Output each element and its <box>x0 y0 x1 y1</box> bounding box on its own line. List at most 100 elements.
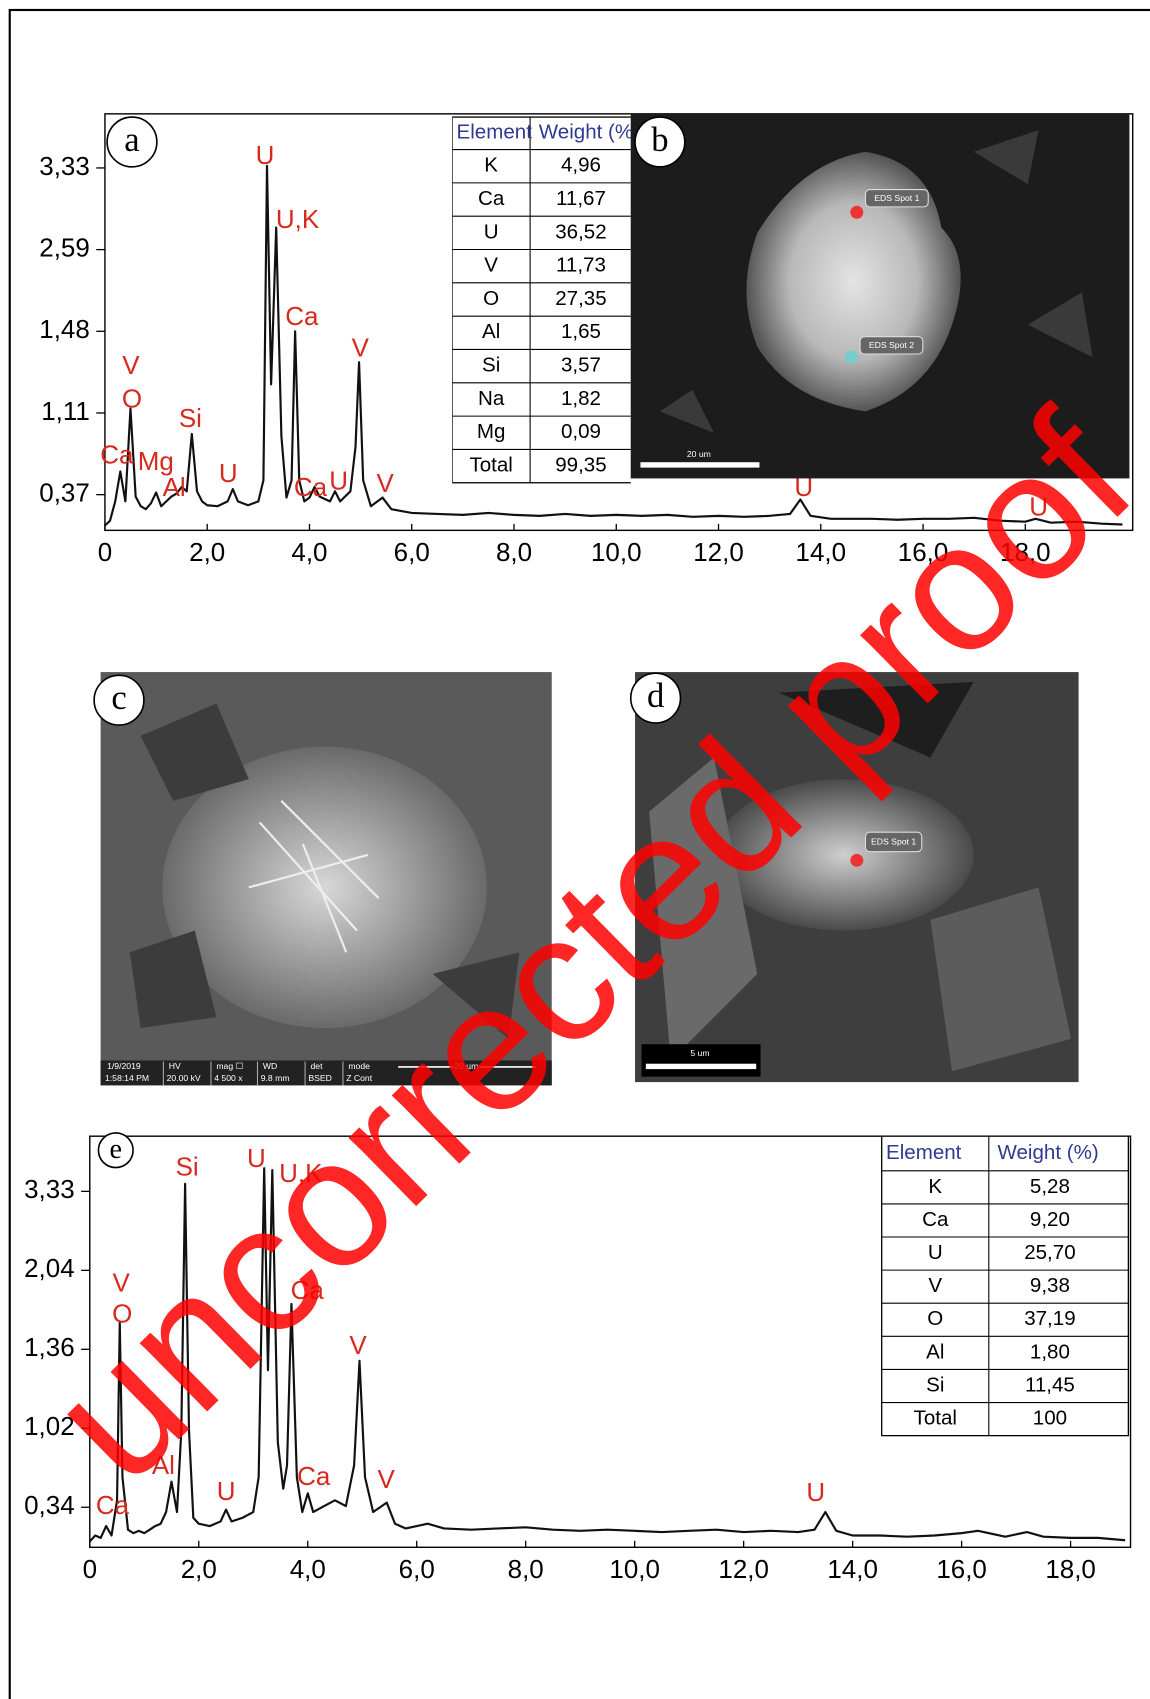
info-value: 9.8 mm <box>261 1073 290 1083</box>
panel-label: e <box>110 1134 122 1165</box>
info-value: 20.00 kV <box>167 1073 201 1083</box>
y-tick-label: 0,34 <box>24 1490 75 1520</box>
table-cell: Ca <box>922 1208 949 1231</box>
peak-label: V <box>349 1330 367 1360</box>
table-cell: Al <box>926 1340 944 1363</box>
y-tick-label: 0,37 <box>39 478 90 508</box>
element-table: ElementWeight (%)K5,28Ca9,20U25,70V9,38O… <box>882 1136 1129 1435</box>
table-cell: 11,45 <box>1025 1373 1075 1396</box>
spot-marker <box>850 206 863 219</box>
info-value: 1:58:14 PM <box>105 1073 149 1083</box>
table-cell: 25,70 <box>1024 1241 1075 1264</box>
y-tick-label: 1,11 <box>41 396 90 426</box>
x-tick-label: 6,0 <box>399 1554 435 1584</box>
peak-label: U,K <box>276 204 320 234</box>
x-tick-label: 0 <box>98 537 112 567</box>
peak-label: V <box>352 333 370 363</box>
info-label: WD <box>263 1061 277 1071</box>
spot-label: EDS Spot 1 <box>871 837 916 847</box>
x-tick-label: 6,0 <box>394 537 430 567</box>
peak-label: U <box>806 1477 825 1507</box>
peak-label: Ca <box>100 440 134 470</box>
panel-label: d <box>647 677 664 715</box>
figure: 0,37 1,11 1,48 2,59 3,33 0 2,0 4,0 6,0 8,0 10,0 12,… <box>0 0 1150 1699</box>
peak-label: Ca <box>294 472 328 502</box>
x-tick-label: 14,0 <box>827 1554 878 1584</box>
table-cell: 11,73 <box>556 254 606 277</box>
table-cell: Si <box>482 354 500 377</box>
table-cell: 100 <box>1033 1407 1067 1430</box>
x-tick-label: 4,0 <box>290 1554 326 1584</box>
info-label: 1/9/2019 <box>107 1061 141 1071</box>
table-cell: 3,57 <box>561 354 601 377</box>
info-label: HV <box>169 1061 181 1071</box>
table-cell: Al <box>482 320 500 343</box>
table-cell: 1,65 <box>561 320 601 343</box>
peak-label: V <box>378 1464 396 1494</box>
table-cell: Total <box>469 454 512 477</box>
peak-label: V <box>122 350 140 380</box>
peak-label: Ca <box>96 1490 130 1520</box>
y-tick-label: 3,33 <box>24 1174 75 1204</box>
table-header: Weight (%) <box>997 1141 1098 1164</box>
table-header: Element <box>457 121 533 144</box>
table-header: Weight (%) <box>539 121 640 144</box>
scale-label: 20 um <box>687 449 711 459</box>
table-cell: Si <box>926 1373 944 1396</box>
peak-label: Al <box>163 472 186 502</box>
table-cell: 0,09 <box>561 420 601 443</box>
peak-label: U <box>217 1476 236 1506</box>
peak-label: U <box>329 466 348 496</box>
info-value: 4 500 x <box>214 1073 243 1083</box>
table-cell: 11,67 <box>556 187 606 210</box>
peak-label: V <box>376 468 394 498</box>
x-tick-label: 16,0 <box>936 1554 987 1584</box>
table-cell: O <box>927 1307 943 1330</box>
table-cell: Na <box>478 387 505 410</box>
peak-label: Si <box>179 403 202 433</box>
scale-bar <box>640 462 759 467</box>
peak-label: Si <box>176 1152 199 1182</box>
panel-label: c <box>111 679 126 717</box>
x-tick-label: 8,0 <box>496 537 532 567</box>
x-tick-label: 2,0 <box>189 537 225 567</box>
x-tick-label: 0 <box>83 1554 97 1584</box>
table-border <box>882 1136 1129 1435</box>
x-tick-label: 18,0 <box>1045 1554 1096 1584</box>
table-cell: Mg <box>477 420 506 443</box>
panel-label: b <box>651 121 668 159</box>
table-cell: 1,82 <box>561 387 601 410</box>
peak-label: U <box>256 140 275 170</box>
table-cell: 5,28 <box>1030 1175 1070 1198</box>
spot-marker <box>850 854 863 867</box>
table-cell: 1,80 <box>1030 1340 1070 1363</box>
table-cell: 9,38 <box>1030 1274 1070 1297</box>
x-tick-label: 10,0 <box>609 1554 660 1584</box>
table-header: Element <box>886 1141 962 1164</box>
x-tick-label: 8,0 <box>508 1554 544 1584</box>
info-label: mag ☐ <box>216 1061 243 1071</box>
y-tick-label: 1,48 <box>39 314 90 344</box>
x-tick-label: 12,0 <box>718 1554 769 1584</box>
table-cell: V <box>928 1274 942 1297</box>
peak-label: U <box>219 458 238 488</box>
table-cell: 99,35 <box>555 454 606 477</box>
peak-label: Ca <box>297 1461 331 1491</box>
x-tick-label: 10,0 <box>591 537 642 567</box>
table-cell: K <box>928 1175 942 1198</box>
table-cell: O <box>483 287 499 310</box>
table-cell: 4,96 <box>561 154 601 177</box>
page: 0,37 1,11 1,48 2,59 3,33 0 2,0 4,0 6,0 8,0 10,0 12,… <box>0 0 1150 1699</box>
spot-label: EDS Spot 1 <box>874 193 919 203</box>
x-tick-label: 4,0 <box>291 537 327 567</box>
table-cell: V <box>484 254 498 277</box>
y-tick-label: 2,04 <box>24 1253 75 1283</box>
element-table: ElementWeight (%)K4,96Ca11,67U36,52V11,7… <box>452 117 649 483</box>
y-tick-label: 3,33 <box>39 151 90 181</box>
y-tick-label: 2,59 <box>39 232 90 262</box>
peak-label: Ca <box>285 301 319 331</box>
table-cell: Ca <box>478 187 505 210</box>
x-tick-label: 12,0 <box>693 537 744 567</box>
table-cell: U <box>928 1241 943 1264</box>
table-cell: U <box>484 220 499 243</box>
